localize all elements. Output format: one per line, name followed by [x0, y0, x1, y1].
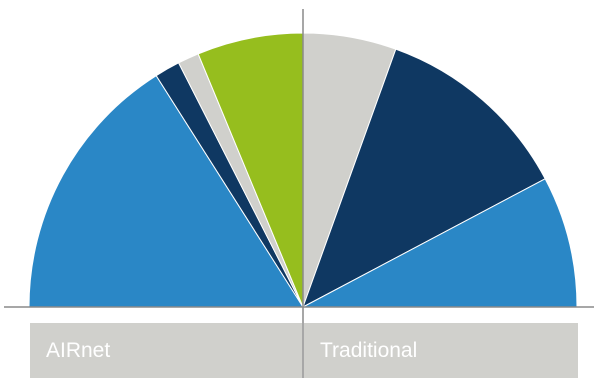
group-label-text: AIRnet: [46, 338, 111, 362]
pie-slice-0-0: [28, 74, 304, 308]
pie-slices: [28, 32, 578, 309]
group-label-airnet: AIRnet: [30, 323, 302, 378]
pie-slice-1-1: [302, 48, 546, 309]
pie-slice-1-2: [302, 178, 578, 308]
group-label-text: Traditional: [320, 338, 418, 362]
group-label-traditional: Traditional: [304, 323, 578, 378]
